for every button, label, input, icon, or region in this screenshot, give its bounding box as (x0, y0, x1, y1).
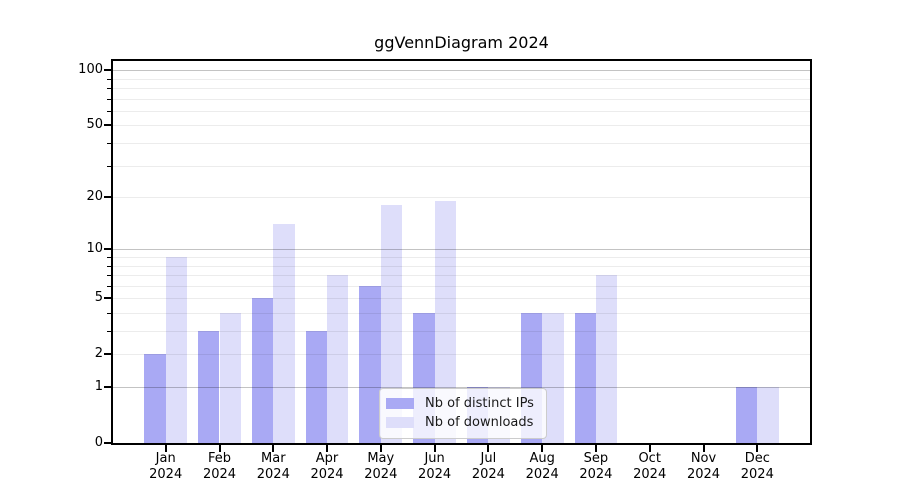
y-tick-label: 20 (86, 189, 103, 204)
plot-area: 0 1 2 5 10 20 50 100 Jan 2024 Feb 2024 Mar 2024 Ap… (78, 59, 812, 482)
legend-swatch-downloads (386, 417, 414, 428)
bar-distinct-ips (198, 331, 220, 443)
y-tick-label: 0 (94, 435, 103, 450)
minor-gridline (113, 265, 810, 267)
x-tick-mark (594, 445, 597, 452)
x-tick-label: Feb 2024 (202, 451, 237, 482)
x-tick-label: May 2024 (364, 451, 398, 482)
bar-downloads (219, 312, 241, 443)
minor-gridline (113, 298, 810, 300)
major-gridline (113, 70, 810, 72)
legend-swatch-distinct-ips (386, 398, 414, 409)
y-tick-label: 10 (86, 241, 103, 257)
minor-gridline (113, 110, 810, 112)
y-minor-tick-mark (107, 285, 111, 287)
bar-distinct-ips (359, 285, 381, 443)
x-tick-mark (756, 445, 759, 452)
legend-row-distinct-ips: Nb of distinct IPs (386, 394, 538, 413)
legend-label-distinct-ips: Nb of distinct IPs (425, 396, 534, 411)
minor-gridline (113, 78, 810, 80)
minor-gridline (113, 87, 810, 89)
y-minor-tick-mark (107, 142, 111, 144)
y-tick-mark (104, 69, 111, 72)
y-minor-tick-mark (107, 78, 111, 80)
bar-distinct-ips (305, 331, 327, 443)
x-tick-mark (648, 445, 651, 452)
y-tick-label: 5 (94, 290, 103, 306)
legend-label-downloads: Nb of downloads (425, 415, 534, 430)
x-tick-label: Jun 2024 (418, 451, 452, 482)
y-tick-mark (104, 248, 111, 251)
y-tick-mark (104, 442, 111, 444)
minor-gridline (113, 275, 810, 276)
y-minor-tick-mark (107, 256, 111, 258)
legend-row-downloads: Nb of downloads (386, 413, 538, 432)
bar-downloads (757, 387, 779, 443)
bar-distinct-ips (574, 312, 596, 443)
x-tick-label: Aug 2024 (525, 451, 559, 482)
minor-gridline (113, 197, 810, 198)
minor-gridline (113, 256, 810, 258)
y-minor-tick-mark (107, 265, 111, 267)
minor-gridline (113, 354, 810, 356)
x-tick-mark (379, 445, 382, 452)
bar-downloads (595, 275, 618, 443)
x-tick-label: Jan 2024 (149, 451, 183, 482)
y-tick-label: 2 (94, 346, 103, 362)
x-tick-mark (326, 445, 328, 452)
x-tick-mark (433, 445, 436, 452)
y-tick-label: 100 (78, 62, 103, 78)
y-minor-tick-mark (107, 98, 111, 100)
x-tick-mark (702, 445, 705, 452)
y-minor-tick-mark (107, 87, 111, 89)
bar-downloads (434, 200, 456, 443)
y-minor-tick-mark (107, 165, 111, 167)
x-tick-mark (164, 445, 167, 452)
y-minor-tick-mark (107, 110, 111, 112)
y-tick-label: 50 (86, 117, 103, 133)
minor-gridline (113, 125, 810, 127)
minor-gridline (113, 165, 810, 167)
x-tick-label: Sep 2024 (579, 451, 613, 482)
minor-gridline (113, 331, 810, 332)
bar-distinct-ips (251, 298, 274, 443)
bar-downloads (380, 205, 403, 443)
bar-downloads (165, 256, 188, 443)
major-gridline (113, 387, 810, 388)
y-tick-mark (104, 196, 111, 198)
x-tick-mark (272, 445, 275, 452)
minor-gridline (113, 142, 810, 144)
legend: Nb of distinct IPs Nb of downloads (379, 388, 547, 439)
y-tick-mark (104, 353, 111, 356)
x-tick-label: Dec 2024 (740, 451, 774, 482)
bar-downloads (273, 224, 295, 443)
x-tick-label: Apr 2024 (310, 451, 344, 482)
chart-title: ggVennDiagram 2024 (374, 33, 549, 52)
x-tick-label: Nov 2024 (686, 451, 721, 482)
minor-gridline (113, 98, 810, 100)
y-minor-tick-mark (107, 312, 111, 314)
bar-distinct-ips (735, 387, 758, 443)
minor-gridline (113, 312, 810, 314)
y-minor-tick-mark (107, 275, 111, 276)
x-tick-label: Oct 2024 (633, 451, 667, 482)
bar-distinct-ips (144, 354, 166, 443)
bar-downloads (542, 312, 564, 443)
x-tick-mark (541, 445, 544, 452)
bar-downloads (327, 275, 349, 443)
y-tick-mark (104, 297, 111, 300)
x-tick-mark (218, 445, 221, 452)
y-tick-label: 1 (94, 379, 103, 394)
x-tick-mark (487, 445, 490, 452)
x-tick-label: Mar 2024 (256, 451, 290, 482)
y-tick-mark (104, 386, 111, 388)
major-gridline (113, 249, 810, 251)
y-tick-mark (104, 124, 111, 127)
y-minor-tick-mark (107, 331, 111, 332)
minor-gridline (113, 285, 810, 287)
x-tick-label: Jul 2024 (471, 451, 505, 482)
